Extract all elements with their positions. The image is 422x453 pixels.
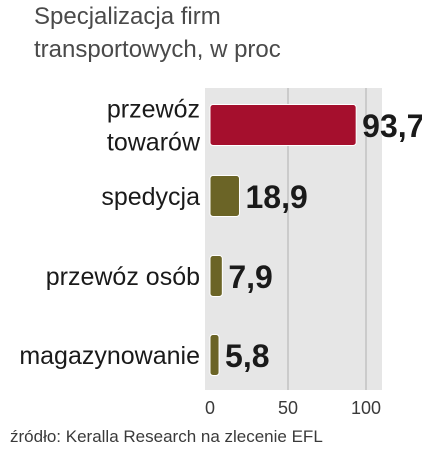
bar	[209, 175, 240, 217]
bar	[209, 255, 223, 297]
value-label: 7,9	[228, 259, 272, 295]
x-tick-label: 100	[351, 398, 381, 418]
value-label: 18,9	[245, 179, 307, 215]
source-note: źródło: Keralla Research na zlecenie EFL	[10, 427, 323, 446]
x-tick-label: 0	[205, 398, 215, 418]
value-label: 93,7	[362, 108, 422, 144]
bars	[209, 104, 357, 376]
category-label: przewóz osób	[46, 263, 200, 291]
x-axis-ticks: 0 50 100	[205, 398, 381, 418]
value-label: 5,8	[225, 338, 269, 374]
category-label: towarów	[107, 129, 201, 157]
category-label: spedycja	[101, 183, 200, 211]
category-label: magazynowanie	[19, 342, 200, 370]
chart-title-line-2: transportowych, w proc	[34, 36, 281, 63]
value-labels: 93,7 18,9 7,9 5,8	[225, 108, 422, 374]
bar-chart: przewóz towarów spedycja przewóz osób magazy…	[19, 88, 422, 418]
x-tick-label: 50	[278, 398, 298, 418]
category-labels: przewóz towarów spedycja przewóz osób magazy…	[19, 96, 201, 371]
bar	[209, 104, 357, 146]
chart-title-line-1: Specjalizacja firm	[34, 3, 221, 30]
bar	[209, 334, 220, 376]
chart-title: Specjalizacja firm transportowych, w pro…	[34, 0, 414, 66]
category-label: przewóz	[107, 96, 200, 124]
